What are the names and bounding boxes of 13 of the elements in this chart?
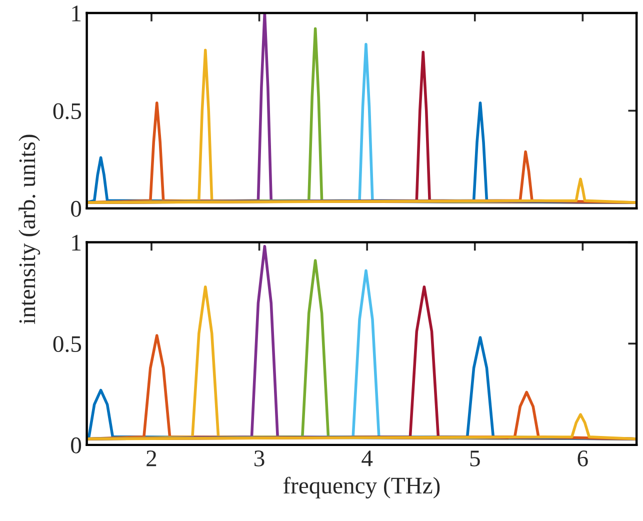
y-tick-label: 0 [71, 200, 82, 217]
x-tick-label: 2 [146, 450, 156, 466]
y-tick-label: 1 [72, 234, 81, 250]
y-tick-label: 1 [72, 6, 81, 22]
y-axis-title: intensity (arb. units) [18, 134, 40, 324]
y-tick-label: 0 [71, 437, 82, 454]
y-tick-label: 0.5 [53, 103, 82, 120]
x-tick-label: 5 [470, 450, 480, 466]
x-tick-label: 4 [362, 450, 373, 466]
x-tick-label: 6 [578, 450, 588, 466]
x-tick-label: 3 [254, 450, 264, 466]
x-axis-title: frequency (THz) [283, 476, 440, 498]
y-tick-label: 0.5 [53, 336, 82, 352]
